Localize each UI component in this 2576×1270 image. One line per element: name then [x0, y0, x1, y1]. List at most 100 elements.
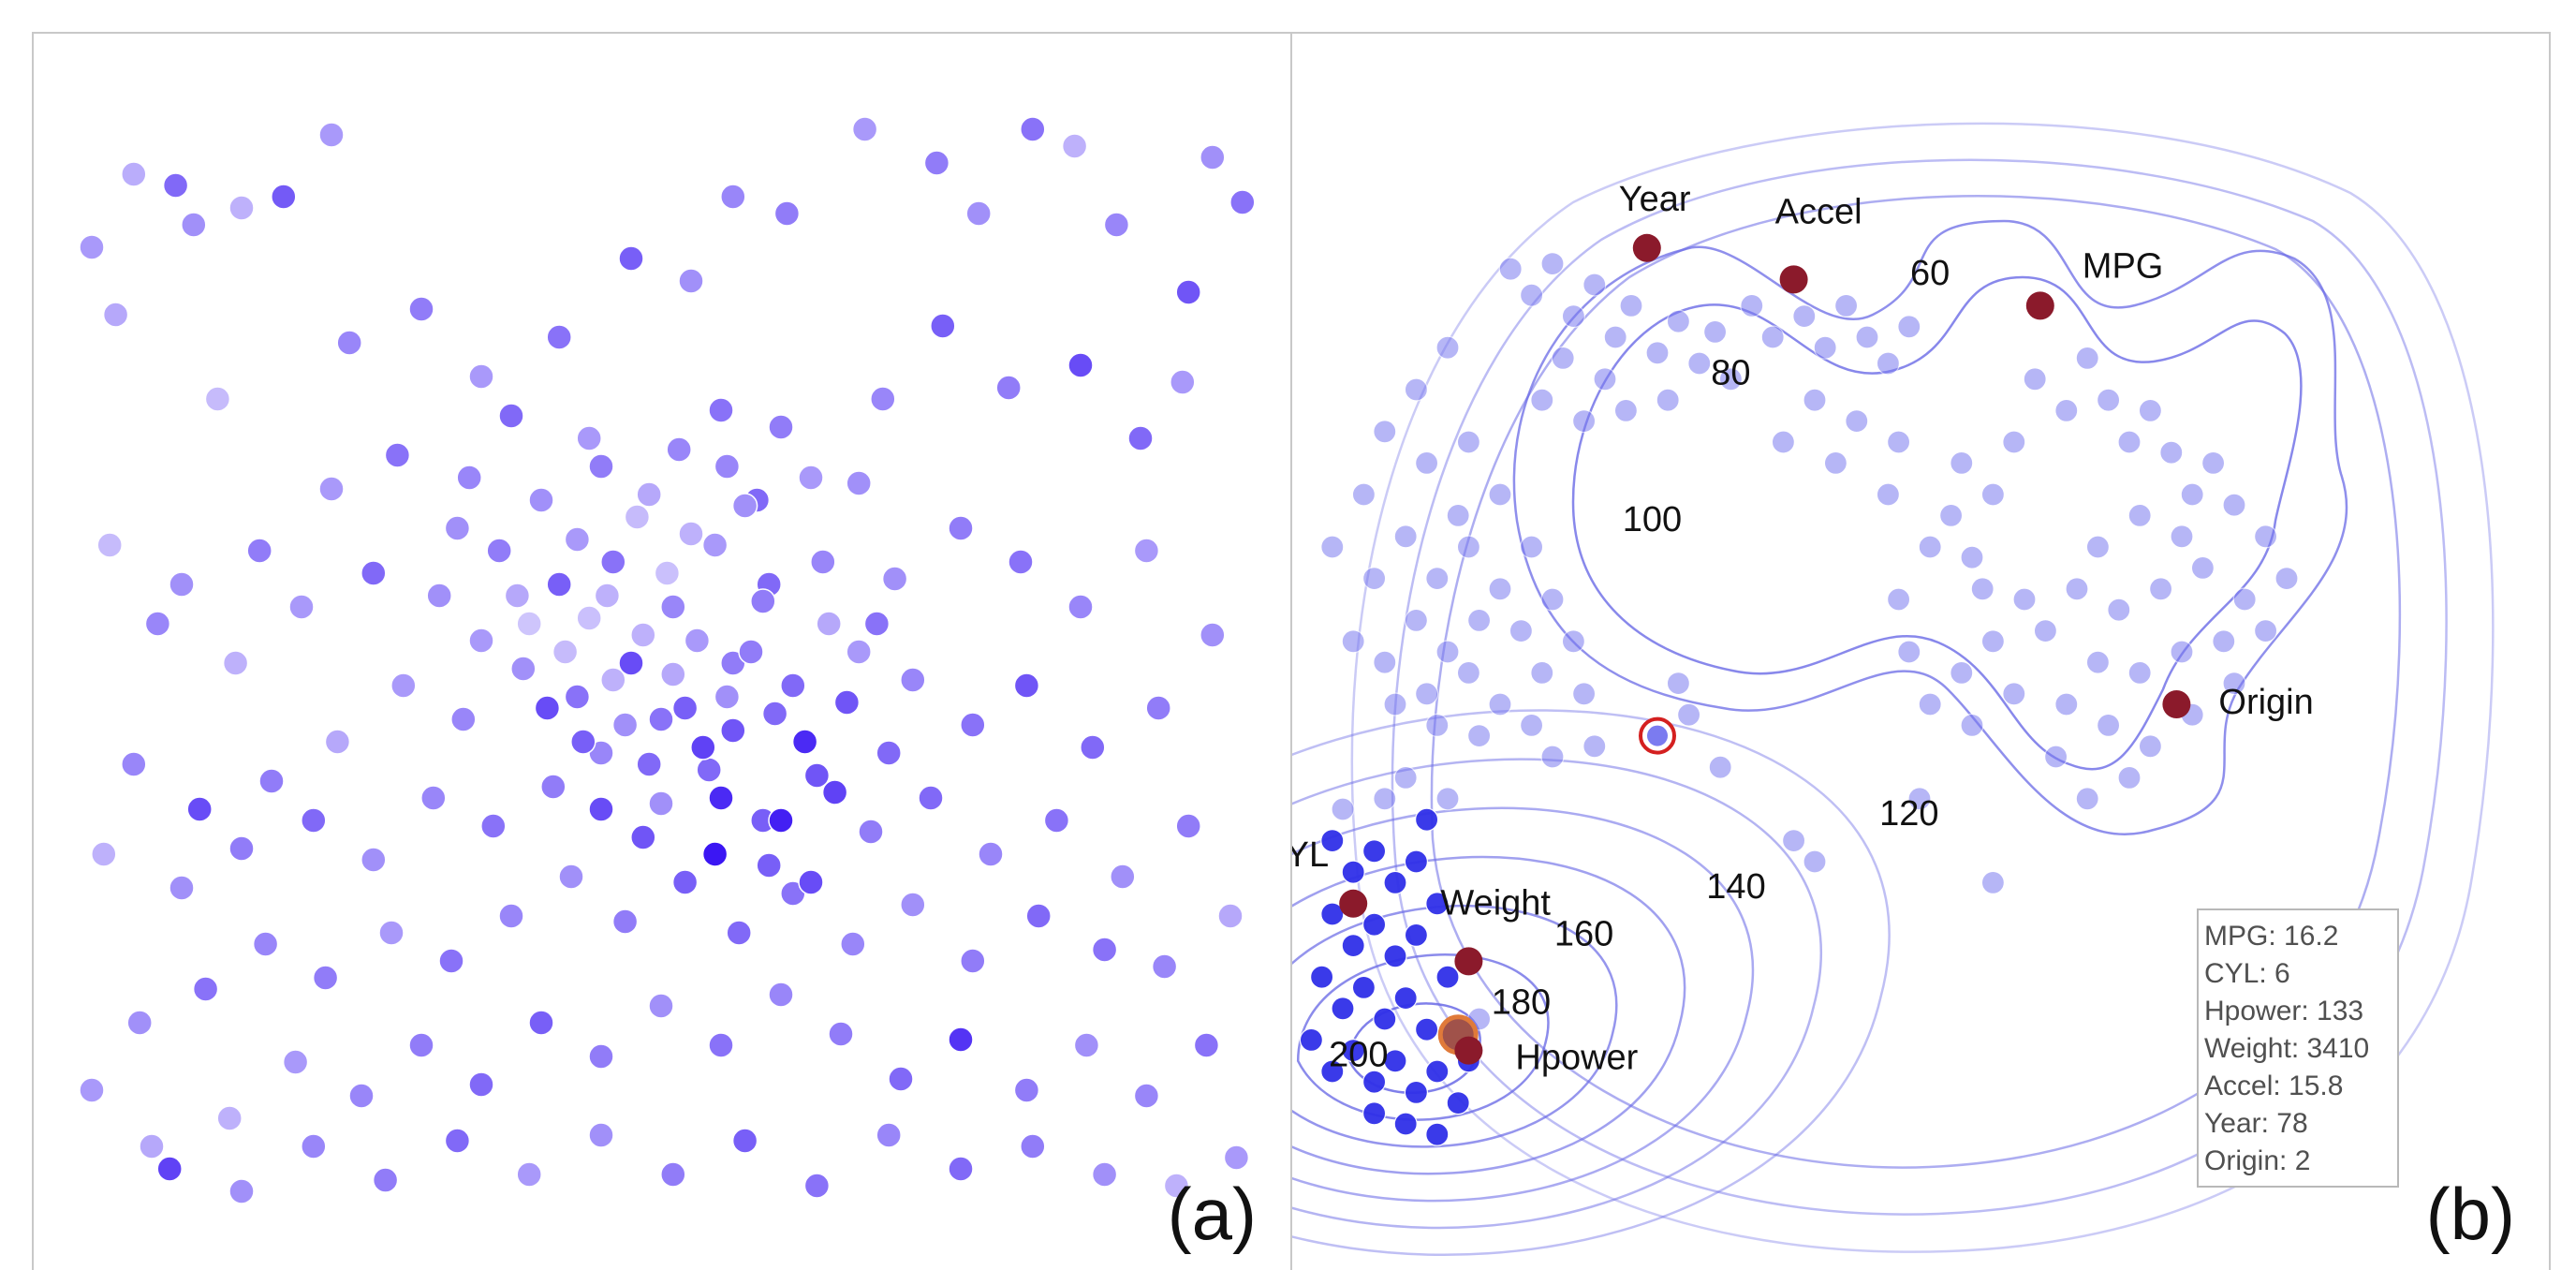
data-point[interactable]: [1383, 1049, 1407, 1073]
scatter-point[interactable]: [1229, 189, 1256, 215]
scatter-point[interactable]: [1091, 1161, 1118, 1188]
scatter-point[interactable]: [384, 442, 411, 468]
scatter-point[interactable]: [444, 1128, 471, 1154]
data-point[interactable]: [2232, 587, 2257, 612]
scatter-point[interactable]: [1020, 116, 1046, 142]
scatter-point[interactable]: [408, 296, 434, 322]
data-point[interactable]: [1299, 1027, 1323, 1053]
data-point[interactable]: [1960, 545, 1984, 569]
data-point[interactable]: [1383, 692, 1407, 716]
scatter-point[interactable]: [791, 729, 818, 755]
scatter-point[interactable]: [750, 588, 776, 614]
scatter-point[interactable]: [1223, 1144, 1250, 1171]
data-point[interactable]: [1980, 482, 2006, 507]
data-point[interactable]: [1540, 587, 1565, 612]
data-point[interactable]: [1425, 1122, 1450, 1146]
scatter-point[interactable]: [1133, 1083, 1160, 1109]
data-point[interactable]: [2222, 493, 2246, 517]
data-point[interactable]: [1373, 420, 1397, 444]
scatter-point[interactable]: [858, 819, 884, 845]
data-point[interactable]: [1740, 293, 1764, 318]
data-point[interactable]: [1435, 787, 1460, 811]
scatter-point[interactable]: [666, 436, 692, 463]
data-point[interactable]: [2085, 535, 2111, 559]
scatter-point[interactable]: [636, 751, 662, 777]
scatter-point[interactable]: [780, 672, 806, 699]
data-point[interactable]: [1320, 828, 1345, 853]
scatter-point[interactable]: [372, 1167, 399, 1193]
scatter-point[interactable]: [671, 695, 699, 721]
scatter-point[interactable]: [139, 1133, 165, 1159]
scatter-point[interactable]: [995, 375, 1022, 401]
scatter-point[interactable]: [828, 1021, 854, 1047]
data-point[interactable]: [1582, 273, 1607, 297]
scatter-point[interactable]: [504, 583, 531, 609]
scatter-point[interactable]: [798, 465, 824, 491]
data-point[interactable]: [1393, 1112, 1418, 1136]
scatter-point[interactable]: [498, 403, 524, 429]
scatter-point[interactable]: [923, 150, 950, 176]
data-point[interactable]: [1456, 535, 1480, 559]
scatter-point[interactable]: [1080, 734, 1106, 761]
data-point[interactable]: [1876, 482, 1901, 507]
data-point[interactable]: [1341, 933, 1365, 958]
data-point[interactable]: [1383, 944, 1407, 968]
scatter-point[interactable]: [630, 622, 656, 648]
scatter-point[interactable]: [660, 594, 686, 620]
scatter-point[interactable]: [102, 302, 129, 328]
data-point[interactable]: [2253, 618, 2278, 643]
scatter-point[interactable]: [1073, 1032, 1100, 1058]
scatter-point[interactable]: [1043, 807, 1070, 834]
scatter-point[interactable]: [876, 740, 902, 766]
scatter-point[interactable]: [840, 931, 866, 957]
data-point[interactable]: [1960, 713, 1984, 738]
scatter-point[interactable]: [803, 1173, 831, 1199]
data-point[interactable]: [1823, 450, 1848, 475]
data-point[interactable]: [2043, 745, 2068, 769]
scatter-point[interactable]: [636, 481, 662, 508]
scatter-point[interactable]: [1133, 538, 1160, 564]
data-point[interactable]: [1509, 618, 1533, 643]
data-point[interactable]: [1530, 388, 1554, 412]
data-point[interactable]: [2212, 629, 2236, 654]
scatter-point[interactable]: [192, 976, 219, 1002]
data-point[interactable]: [1404, 608, 1428, 633]
data-point[interactable]: [2201, 450, 2226, 475]
scatter-point[interactable]: [690, 734, 716, 761]
data-point[interactable]: [2033, 618, 2058, 643]
scatter-point[interactable]: [258, 768, 285, 794]
scatter-point[interactable]: [678, 268, 704, 294]
data-point[interactable]: [1645, 341, 1670, 365]
scatter-point[interactable]: [570, 729, 596, 755]
dimension-anchor[interactable]: [1454, 947, 1483, 976]
scatter-point[interactable]: [876, 1122, 902, 1148]
data-point[interactable]: [1415, 1017, 1439, 1041]
data-point[interactable]: [1404, 377, 1428, 402]
data-point[interactable]: [2138, 734, 2163, 759]
data-point[interactable]: [1351, 482, 1376, 507]
data-point[interactable]: [2096, 713, 2121, 738]
scatter-point[interactable]: [708, 785, 734, 811]
scatter-point[interactable]: [761, 701, 788, 727]
scatter-point[interactable]: [162, 172, 189, 199]
data-point[interactable]: [1446, 1090, 1470, 1115]
data-point[interactable]: [1488, 482, 1512, 507]
scatter-point[interactable]: [169, 875, 195, 901]
scatter-point[interactable]: [228, 195, 255, 221]
data-point[interactable]: [1666, 309, 1690, 333]
data-point[interactable]: [2127, 503, 2152, 528]
scatter-point[interactable]: [1200, 622, 1226, 648]
scatter-point[interactable]: [720, 717, 746, 744]
scatter-point[interactable]: [408, 1032, 434, 1058]
data-point[interactable]: [1425, 1059, 1450, 1084]
scatter-point[interactable]: [726, 920, 752, 946]
scatter-point[interactable]: [1200, 144, 1226, 170]
scatter-point[interactable]: [708, 397, 734, 423]
scatter-point[interactable]: [324, 729, 351, 755]
scatter-point[interactable]: [552, 639, 579, 665]
data-point[interactable]: [2159, 440, 2184, 465]
scatter-point[interactable]: [126, 1010, 153, 1036]
scatter-point[interactable]: [420, 785, 447, 811]
scatter-point[interactable]: [648, 706, 674, 732]
